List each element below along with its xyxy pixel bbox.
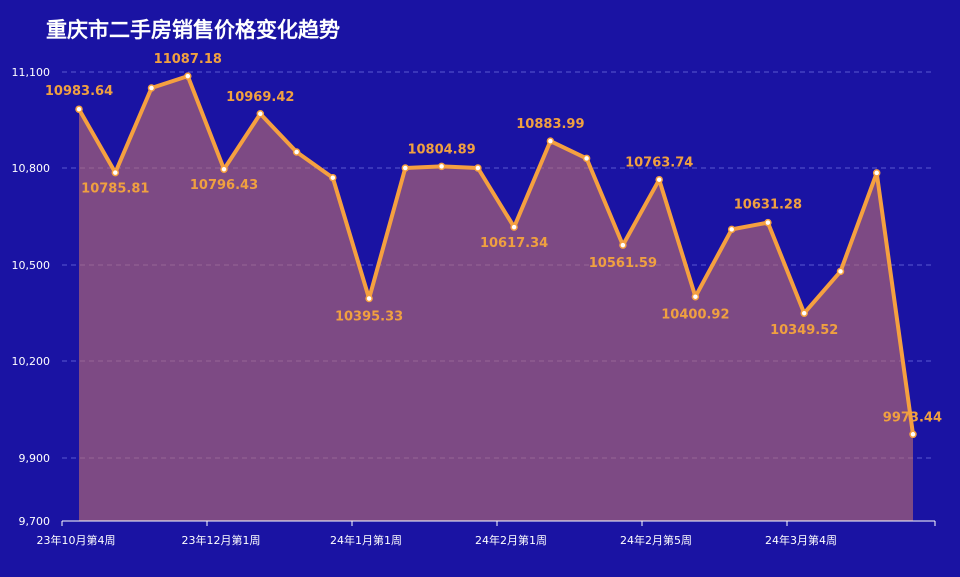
data-point: [510, 223, 518, 231]
data-point: [727, 225, 736, 234]
data-point: [75, 105, 83, 113]
data-point: [872, 169, 881, 177]
data-point: [365, 294, 373, 303]
x-tick-label: 24年1月第1周: [330, 533, 402, 547]
data-label: 10796.43: [190, 178, 258, 193]
area-fill: [79, 76, 913, 521]
y-tick-label: 10,500: [12, 259, 51, 272]
data-point: [800, 309, 808, 317]
data-point: [619, 241, 627, 249]
y-tick-label: 9,900: [19, 452, 51, 465]
x-tick-label: 23年10月第4周: [37, 533, 116, 547]
x-tick-label: 24年2月第5周: [620, 533, 692, 547]
data-label: 10983.64: [45, 84, 113, 99]
data-label: 10561.59: [589, 256, 657, 271]
data-point: [474, 164, 482, 172]
data-point: [655, 175, 663, 184]
data-point: [256, 110, 265, 118]
data-point: [147, 84, 156, 92]
data-point: [329, 173, 337, 182]
data-point: [401, 164, 410, 172]
y-tick-label: 9,700: [19, 515, 51, 528]
data-label: 10804.89: [407, 142, 475, 157]
data-point: [437, 162, 446, 171]
data-label: 10395.33: [335, 310, 403, 325]
x-tick-label: 23年12月第1周: [182, 533, 261, 547]
y-tick-label: 10,800: [12, 162, 51, 175]
data-label: 10763.74: [625, 156, 693, 171]
data-point: [292, 148, 301, 156]
chart-title: 重庆市二手房销售价格变化趋势: [46, 18, 340, 42]
x-tick-label: 24年3月第4周: [765, 533, 837, 547]
data-point: [111, 168, 120, 177]
data-label: 11087.18: [154, 52, 222, 67]
data-point: [764, 218, 772, 227]
data-label: 10883.99: [516, 117, 584, 132]
data-label: 10617.34: [480, 236, 548, 251]
data-point: [582, 154, 591, 163]
data-point: [691, 292, 700, 301]
data-point: [184, 72, 192, 80]
data-point: [836, 267, 845, 276]
series-line: [77, 74, 915, 437]
y-tick-label: 11,100: [12, 66, 51, 79]
x-tick-label: 24年2月第1周: [475, 533, 547, 547]
data-point: [909, 430, 917, 439]
data-label: 10400.92: [661, 308, 729, 323]
data-label: 10631.28: [734, 198, 802, 213]
data-point: [220, 165, 228, 173]
data-point: [546, 137, 555, 145]
y-tick-label: 10,200: [12, 355, 51, 368]
data-label: 10349.52: [770, 323, 838, 338]
data-label: 10785.81: [81, 182, 149, 197]
data-label: 9973.44: [883, 410, 942, 425]
data-label: 10969.42: [226, 90, 294, 105]
